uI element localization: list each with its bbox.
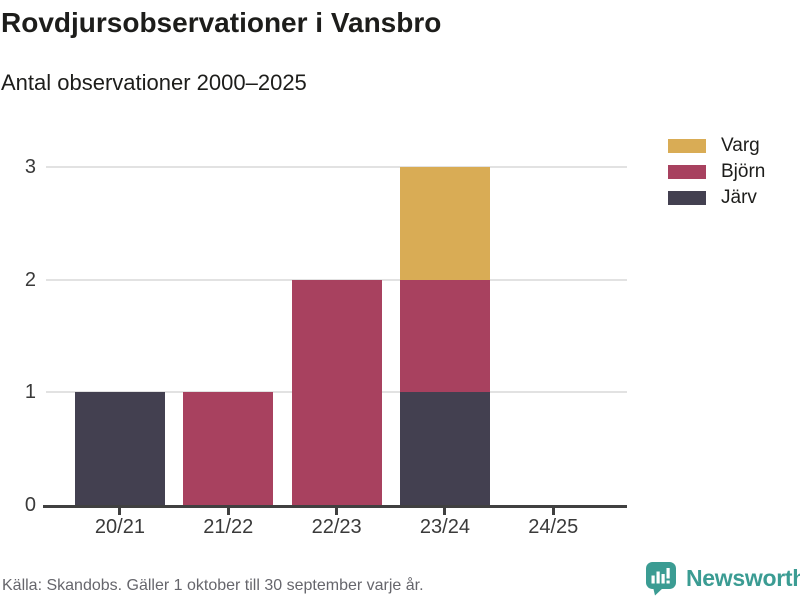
chart-subtitle: Antal observationer 2000–2025 <box>1 70 307 95</box>
legend-item-varg: Varg <box>668 135 765 156</box>
legend-item-bjorn: Björn <box>668 161 766 182</box>
chart-title: Rovdjursobservationer i Vansbro <box>1 7 442 38</box>
legend-label-jarv: Järv <box>721 187 757 208</box>
newsworthy-logo: Newsworthy <box>645 561 800 596</box>
x-tick-label-20-21: 20/21 <box>94 516 145 538</box>
x-axis-tick <box>118 508 122 515</box>
x-axis-tick <box>443 508 447 515</box>
x-tick-label-24-25: 24/25 <box>528 516 579 538</box>
legend-swatch-jarv <box>668 191 706 205</box>
bar-segment-bjorn-22-23 <box>291 279 382 505</box>
legend-swatch-bjorn <box>668 165 706 179</box>
plot-area <box>43 150 627 515</box>
legend-label-varg: Varg <box>721 135 760 156</box>
y-tick-label-1: 1 <box>24 381 36 404</box>
x-axis-tick <box>226 508 230 515</box>
x-axis-tick <box>335 508 339 515</box>
legend: Varg Björn Järv <box>668 135 766 208</box>
gridline-y3 <box>46 166 627 168</box>
bar-chart-bubble-icon <box>646 562 676 596</box>
x-tick-label-23-24: 23/24 <box>419 516 470 538</box>
legend-label-bjorn: Björn <box>721 161 766 182</box>
x-tick-label-21-22: 21/22 <box>203 516 254 538</box>
legend-swatch-varg <box>668 139 706 153</box>
bar-segment-jarv-23-24 <box>399 392 490 505</box>
x-axis-tick <box>551 508 555 515</box>
y-tick-label-0: 0 <box>24 494 36 516</box>
bar-segment-varg-23-24 <box>399 167 490 280</box>
newsworthy-brand-text: Newsworthy <box>686 565 800 591</box>
source-note: Källa: Skandobs. Gäller 1 oktober till 3… <box>2 577 424 594</box>
bar-segment-bjorn-21-22 <box>183 392 274 505</box>
bar-segment-bjorn-23-24 <box>399 279 490 393</box>
y-tick-label-3: 3 <box>24 156 36 178</box>
legend-item-jarv: Järv <box>668 187 765 208</box>
bar-segment-jarv-20-21 <box>74 392 165 505</box>
x-tick-label-22-23: 22/23 <box>311 516 362 538</box>
x-axis-line <box>43 505 627 508</box>
y-tick-label-2: 2 <box>24 268 36 291</box>
